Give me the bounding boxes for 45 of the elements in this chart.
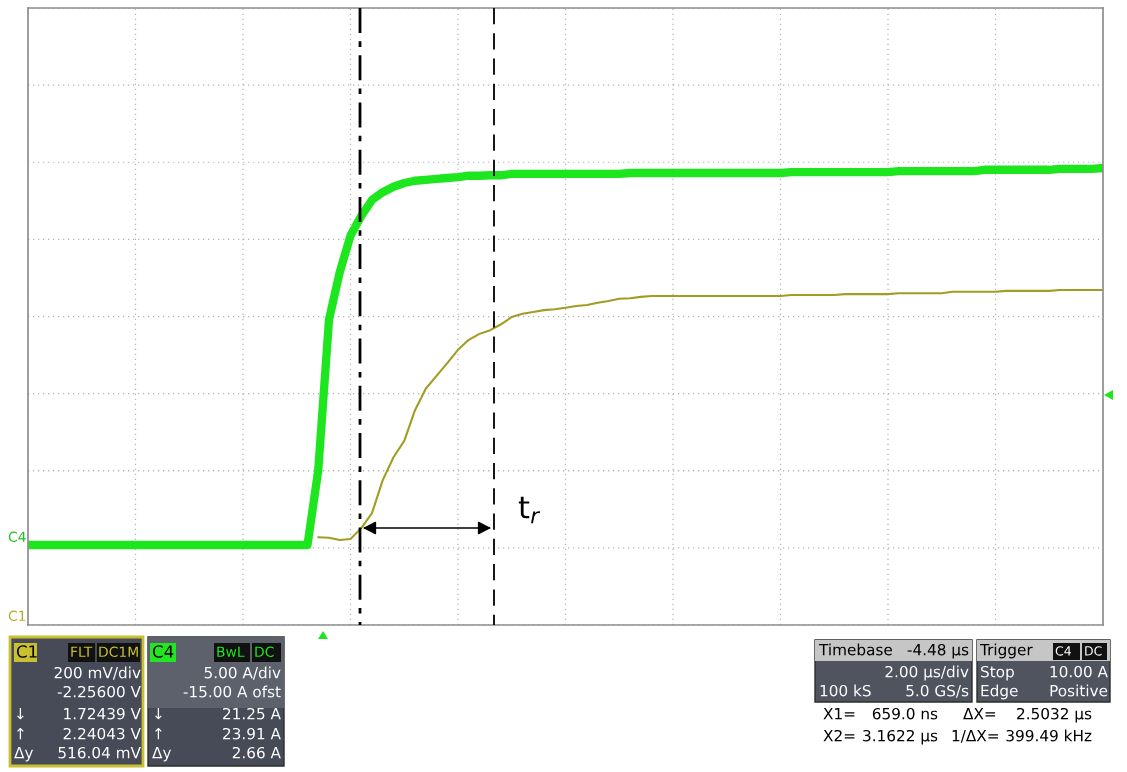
text: 23.91 A [223,727,281,740]
text: 399.49 kHz [1006,729,1092,742]
text: C1 [8,610,26,622]
text: BwL [217,646,245,657]
text: Stop [981,665,1014,681]
text: 659.0 ns [872,707,938,720]
text: 516.04 mV [58,746,141,759]
text: Positive [1050,684,1108,697]
text: 2.24043 V [63,727,141,740]
text: 1.72439 V [64,707,141,720]
text: DC [1085,646,1102,656]
text: Δy [14,747,34,762]
text: C1 [16,645,37,658]
text: C4 [152,645,174,658]
text: 5.0 GS/s [906,684,969,698]
text: Edge [981,684,1018,700]
text: ↓ [155,708,162,720]
text: 10.00 A [1050,665,1108,678]
text: 1/ΔX= [952,730,998,743]
text: 21.25 A [223,707,281,720]
text: 200 mV/div [54,666,141,680]
text: C4 [8,531,26,543]
text: 2.5032 µs [1017,707,1092,723]
text: 2.66 A [232,746,281,759]
text: -15.00 A ofst [183,685,281,698]
text: ↓ [17,708,24,720]
text: -2.25600 V [57,685,141,698]
text: 2.00 µs/div [885,665,969,681]
text: ΔX= [963,708,996,720]
text: ↑ [17,728,24,740]
text: FLT [71,646,93,657]
text: 5.00 A/div [204,666,281,680]
text: X1= [823,708,855,720]
text: X2= [823,729,855,742]
text: C4 [1055,646,1071,656]
text: 100 kS [820,684,871,697]
text: DC [255,646,274,658]
text: ↑ [155,728,162,740]
text: 3.1622 µs [863,729,938,745]
text: Δy [152,747,172,762]
annotation: t$_{r}$ [518,496,541,524]
text: Timebase [818,643,892,656]
text: -4.48 µs [907,643,969,659]
text: Trigger [979,643,1033,659]
text: DC1M [99,646,138,658]
